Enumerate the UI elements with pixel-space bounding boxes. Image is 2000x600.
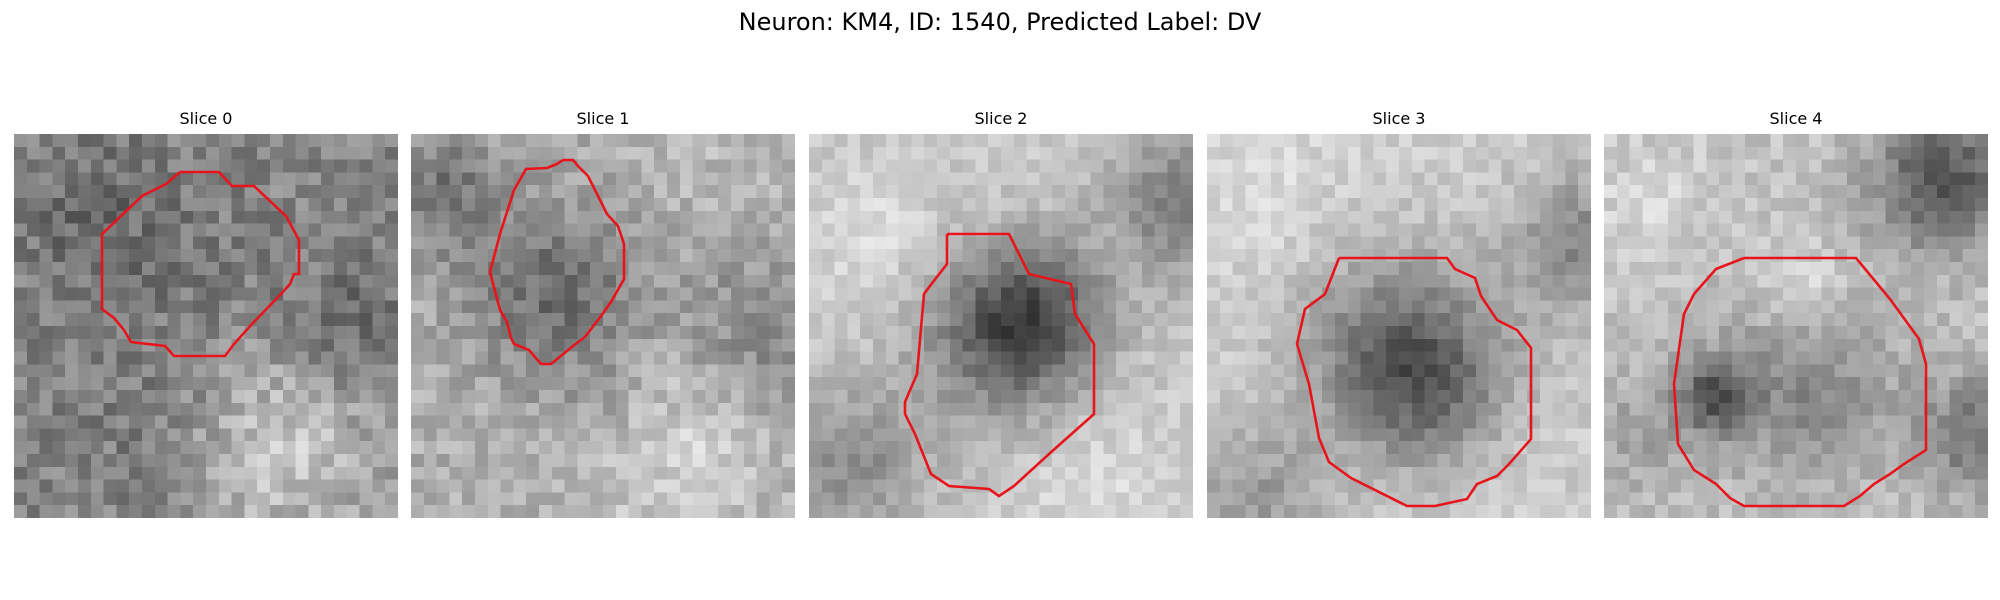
slice-panel-2: Slice 2 (809, 108, 1193, 520)
slice-title: Slice 2 (974, 109, 1028, 128)
slice-panel-4: Slice 4 (1604, 108, 1988, 520)
roi-contour (903, 232, 1096, 498)
roi-contour (1672, 256, 1928, 508)
slice-title: Slice 3 (1372, 109, 1426, 128)
slice-panel-1: Slice 1 (411, 108, 795, 520)
slice-title: Slice 1 (576, 109, 630, 128)
figure-title: Neuron: KM4, ID: 1540, Predicted Label: … (738, 8, 1262, 36)
roi-contour (488, 158, 626, 366)
slice-image (14, 134, 398, 518)
slice-panel-0: Slice 0 (14, 108, 398, 520)
slice-image (411, 134, 795, 518)
slice-image (1604, 134, 1988, 518)
roi-contour (100, 170, 301, 358)
slice-panel-3: Slice 3 (1207, 108, 1591, 520)
slice-title: Slice 4 (1769, 109, 1823, 128)
slice-image (809, 134, 1193, 518)
slice-title: Slice 0 (179, 109, 233, 128)
slice-image (1207, 134, 1591, 518)
roi-contour (1295, 256, 1533, 508)
